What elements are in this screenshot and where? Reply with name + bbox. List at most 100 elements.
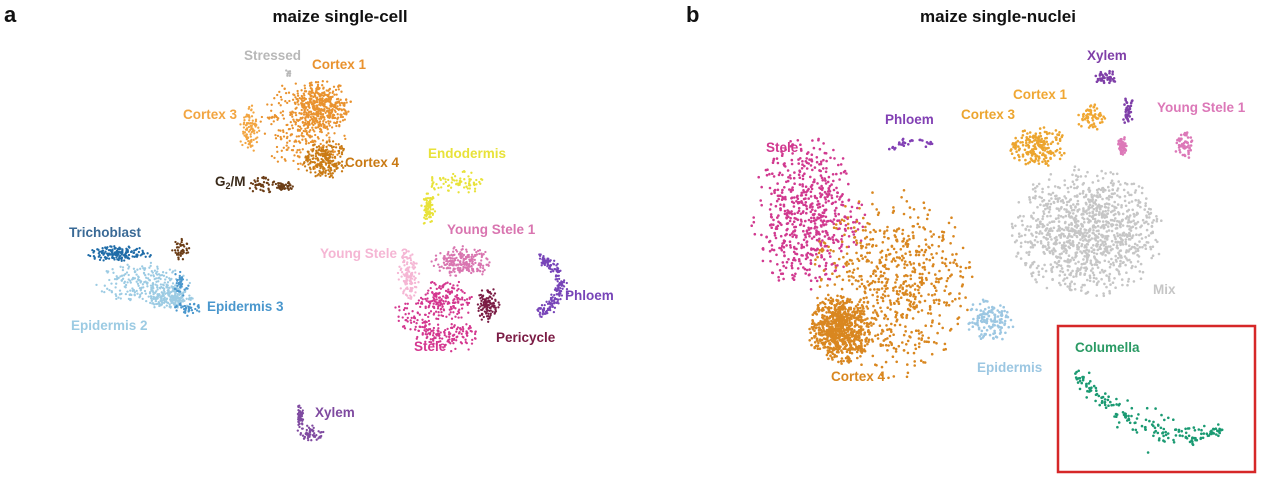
cell-point [283, 87, 286, 91]
cell-point [397, 278, 400, 281]
cell-point [1044, 154, 1047, 157]
cell-point [294, 113, 298, 117]
cell-point [97, 252, 100, 255]
cell-point [1025, 152, 1029, 156]
cell-point [415, 322, 418, 325]
cell-point [548, 266, 551, 269]
cell-point [902, 189, 906, 192]
cell-point [828, 190, 832, 193]
cell-point [1058, 151, 1062, 154]
cell-point [254, 180, 257, 184]
cell-point [477, 263, 480, 267]
cell-point [309, 128, 312, 132]
cell-point [821, 230, 824, 233]
cell-point [344, 164, 347, 168]
cell-point [187, 310, 190, 313]
cell-point [833, 212, 837, 215]
cell-point [873, 280, 877, 284]
cell-point [293, 154, 296, 157]
cell-point [494, 310, 498, 313]
cell-point [326, 80, 329, 83]
cell-point [332, 164, 335, 168]
cell-point [489, 312, 492, 315]
cell-point [893, 323, 897, 327]
cell-point [445, 335, 448, 338]
cell-point [775, 253, 778, 257]
cell-point [481, 294, 485, 297]
cell-point [886, 337, 889, 340]
cell-point [492, 294, 495, 297]
cell-point [1029, 150, 1032, 153]
cell-point [881, 297, 885, 300]
cell-point [165, 275, 168, 279]
cell-point [149, 301, 152, 305]
cell-point [263, 132, 267, 135]
cell-point [326, 151, 329, 154]
cell-point [783, 186, 786, 189]
cell-point [319, 111, 322, 115]
cell-point [409, 259, 413, 262]
cell-point [469, 259, 473, 262]
cell-point [541, 256, 545, 259]
cell-point [1077, 123, 1081, 126]
cell-point [481, 298, 485, 301]
cell-point [411, 266, 414, 269]
cell-point [318, 87, 321, 90]
cell-point [138, 295, 142, 298]
cell-point [478, 252, 481, 256]
cell-point [904, 252, 907, 255]
cell-point [327, 168, 330, 172]
cell-point [246, 146, 250, 149]
cell-point [452, 172, 455, 176]
cell-point [858, 222, 861, 225]
cell-point [302, 129, 305, 133]
cell-point [301, 409, 304, 412]
cell-point [432, 339, 435, 342]
cell-point [107, 257, 111, 260]
cell-point [810, 153, 814, 156]
cell-point [816, 304, 820, 307]
cell-point [786, 227, 789, 231]
cell-point [316, 126, 320, 129]
cell-point [838, 247, 841, 250]
cell-point [444, 300, 447, 303]
cell-point [314, 133, 317, 137]
cell-point [875, 208, 878, 211]
cell-point [473, 337, 477, 340]
cell-point [1036, 141, 1039, 145]
cell-point [1124, 110, 1127, 113]
cell-point [129, 298, 132, 302]
cell-point [883, 271, 886, 275]
cell-point [489, 314, 492, 317]
cell-point [556, 287, 560, 291]
cell-point [446, 340, 449, 343]
cell-point [313, 113, 316, 116]
cell-point [561, 280, 564, 284]
cell-point [296, 89, 299, 93]
cell-point [769, 213, 773, 216]
cell-point [1043, 130, 1047, 134]
cell-point [322, 146, 325, 149]
cell-point [892, 257, 896, 260]
cell-point [445, 315, 448, 318]
cell-point [1014, 145, 1017, 149]
cell-point [462, 267, 465, 271]
cell-point [815, 252, 818, 256]
cell-point [339, 84, 342, 87]
cell-point [457, 316, 460, 319]
cell-point [242, 130, 245, 133]
cluster-young-stele-2 [396, 250, 421, 300]
cell-point [156, 267, 159, 270]
cell-point [315, 146, 319, 149]
cell-point [319, 127, 322, 130]
cell-point [799, 212, 803, 216]
cell-point [294, 139, 297, 142]
cell-point [176, 242, 179, 245]
cell-point [183, 304, 186, 308]
cell-point [805, 190, 808, 194]
cell-point [306, 436, 310, 440]
cell-point [803, 267, 807, 271]
cell-point [451, 178, 454, 181]
cell-point [315, 108, 318, 111]
cell-point [809, 195, 813, 198]
